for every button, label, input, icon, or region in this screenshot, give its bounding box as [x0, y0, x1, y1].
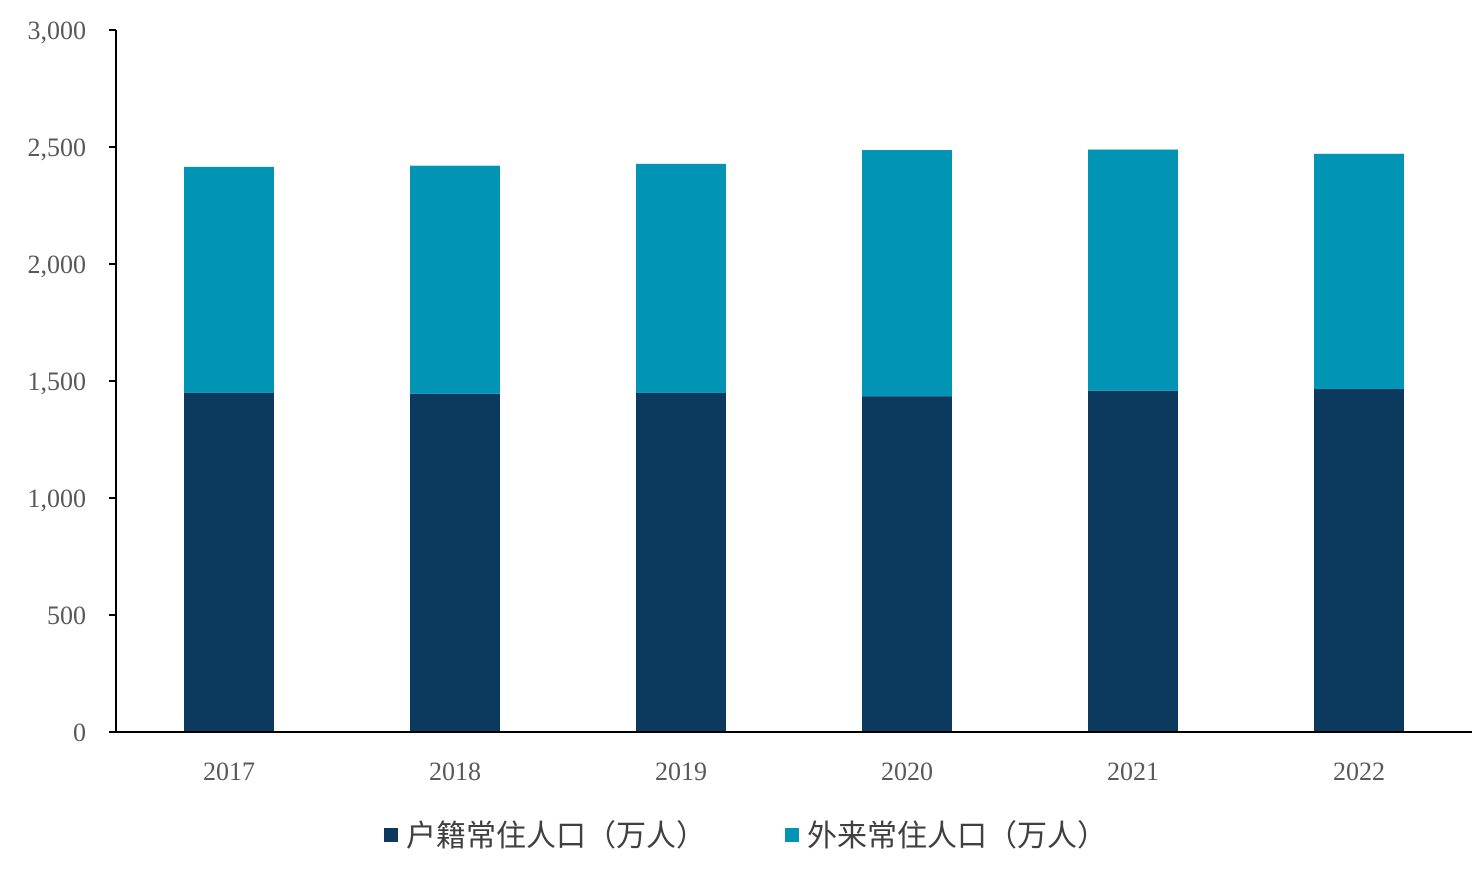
bar-2019-series-2 [636, 163, 726, 393]
legend: 户籍常住人口（万人） 外来常住人口（万人） [384, 820, 1107, 853]
y-tick-label: 3,000 [28, 16, 87, 45]
y-tick-label: 1,000 [28, 484, 87, 513]
bar-2022-series-2 [1314, 153, 1404, 389]
x-tick-label: 2017 [203, 757, 255, 786]
bar-2022-series-1 [1314, 388, 1404, 732]
bar-2018-series-1 [410, 393, 500, 732]
legend-label-series-2: 外来常住人口（万人） [807, 820, 1107, 853]
x-tick-label: 2018 [429, 757, 481, 786]
bar-2020-series-2 [862, 150, 952, 397]
bar-2018-series-2 [410, 165, 500, 394]
bar-2017-series-1 [184, 392, 274, 732]
legend-swatch-series-1 [384, 828, 398, 842]
legend-swatch-series-2 [785, 828, 799, 842]
x-tick-label: 2020 [881, 757, 933, 786]
y-tick-label: 500 [47, 601, 86, 630]
bar-2019-series-1 [636, 392, 726, 732]
legend-label-series-1: 户籍常住人口（万人） [406, 820, 706, 853]
bar-2021-series-1 [1088, 390, 1178, 732]
y-tick-label: 2,000 [28, 250, 87, 279]
x-tick-label: 2022 [1333, 757, 1385, 786]
x-tick-label: 2019 [655, 757, 707, 786]
bars-layer [184, 149, 1404, 732]
y-tick-label: 2,500 [28, 133, 87, 162]
bar-2021-series-2 [1088, 149, 1178, 391]
y-tick-label: 1,500 [28, 367, 87, 396]
y-tick-label: 0 [73, 718, 86, 747]
bar-2017-series-2 [184, 166, 274, 393]
bar-2020-series-1 [862, 396, 952, 732]
x-tick-label: 2021 [1107, 757, 1159, 786]
axes-layer: 0 500 1,000 1,500 2,000 2,500 3,000 2017 2018 201… [28, 16, 1472, 786]
